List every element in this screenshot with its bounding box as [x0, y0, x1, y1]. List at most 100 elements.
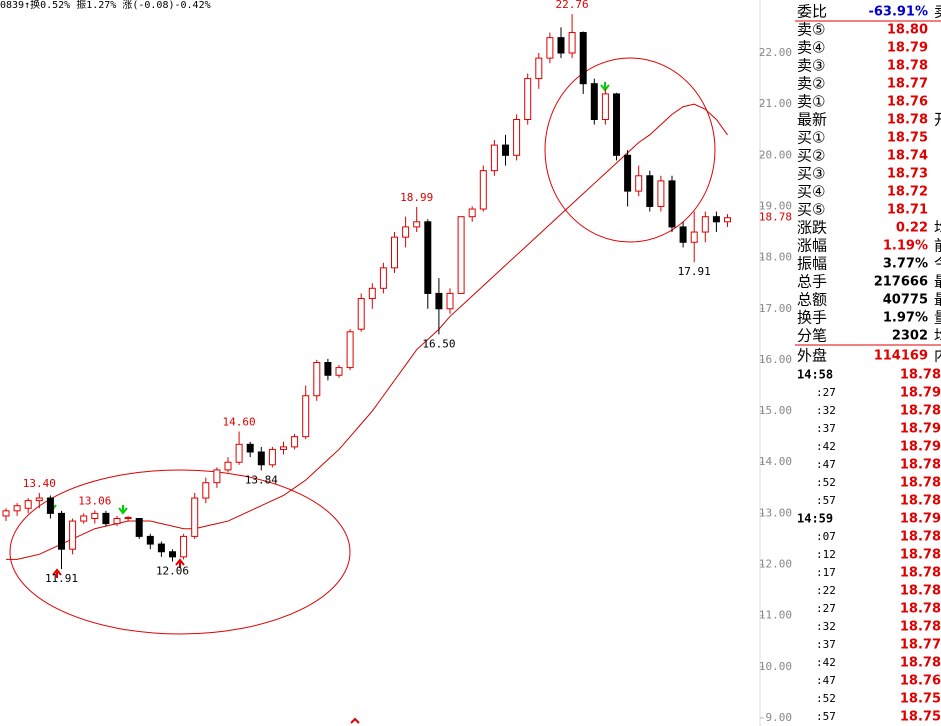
candle-body — [513, 119, 521, 156]
candle-body — [313, 361, 321, 397]
candle-body — [224, 461, 232, 471]
candle-body — [124, 516, 132, 520]
price-annotation: 13.84 — [245, 473, 278, 486]
trade-time: :17 — [816, 566, 836, 579]
price-annotation: 22.76 — [556, 0, 589, 11]
trade-time: 14:58 — [797, 368, 833, 382]
candle-body — [601, 93, 609, 121]
quote-tail: 内 — [934, 347, 941, 365]
candle-body — [80, 515, 88, 522]
quote-value: 18.80 — [887, 23, 928, 38]
quote-value: 18.75 — [887, 131, 928, 146]
trade-time: :32 — [816, 620, 836, 633]
y-tick-label: 17.00 — [759, 302, 792, 315]
arrow-down — [118, 505, 128, 515]
quote-label: 总手 — [797, 273, 827, 291]
trade-time: :52 — [816, 692, 836, 705]
quote-tail: 量 — [934, 309, 941, 327]
candle-body — [146, 535, 154, 545]
candle-body — [535, 57, 543, 80]
y-tick-label: 19.00 — [759, 199, 792, 212]
quote-value: -63.91% — [868, 5, 928, 20]
y-tick-label: 14.00 — [759, 455, 792, 468]
quote-label: 买⑤ — [797, 201, 825, 219]
candle-body — [35, 497, 43, 502]
circle — [544, 57, 716, 243]
candle-body — [113, 518, 121, 525]
quote-tail: 均 — [934, 327, 941, 345]
trade-time: :52 — [816, 476, 836, 489]
quote-value: 18.77 — [887, 77, 928, 92]
price-annotation: 13.06 — [78, 494, 111, 507]
arrow-up — [52, 568, 62, 578]
trade-time: :42 — [816, 440, 836, 453]
trade-time: :57 — [816, 494, 836, 507]
quote-value: 3.77% — [883, 257, 928, 272]
candle-body — [13, 505, 21, 512]
trade-time: :07 — [816, 530, 836, 543]
quote-value: 217666 — [874, 275, 928, 290]
quote-tail: 前 — [934, 237, 941, 255]
trade-price: 18.78 — [900, 494, 941, 509]
y-tick-label: 10.00 — [759, 660, 792, 673]
candle-body — [58, 512, 65, 550]
trade-price: 18.78 — [900, 620, 941, 635]
candle-body — [502, 144, 509, 156]
trade-time: :57 — [816, 710, 836, 723]
candle-body — [701, 216, 709, 233]
candle-body — [524, 78, 532, 120]
candle-body — [457, 216, 465, 294]
trade-time: :12 — [816, 548, 836, 561]
quote-label: 买④ — [797, 183, 825, 201]
trade-price: 18.78 — [900, 368, 941, 383]
trade-price: 18.79 — [900, 440, 941, 455]
trade-price: 18.78 — [900, 530, 941, 545]
trade-price: 18.75 — [900, 710, 941, 725]
candle-body — [235, 443, 243, 463]
candle-body — [690, 231, 698, 243]
candle-body — [557, 37, 565, 54]
candle-body — [157, 543, 165, 553]
quote-tail: 最 — [934, 273, 941, 291]
y-tick-label: 12.00 — [759, 558, 792, 571]
quote-tail: 开 — [934, 111, 941, 129]
candle-body — [435, 292, 443, 310]
ma-line — [6, 103, 728, 560]
candle-body — [102, 512, 110, 525]
candle-body — [668, 180, 676, 228]
candle-body — [368, 287, 376, 300]
candle-body — [712, 216, 720, 223]
candle-body — [490, 144, 498, 172]
quote-value: 18.71 — [887, 203, 928, 218]
quote-label: 分笔 — [797, 327, 827, 345]
quote-label: 卖② — [797, 75, 825, 93]
candle-body — [446, 292, 454, 310]
candle-body — [91, 512, 99, 520]
trade-price: 18.75 — [900, 692, 941, 707]
price-annotation: 11.91 — [45, 572, 78, 585]
quote-label: 买③ — [797, 165, 825, 183]
quote-label: 卖④ — [797, 39, 825, 57]
candle-body — [46, 497, 54, 514]
candle-body — [413, 221, 421, 228]
candle-body — [324, 361, 332, 376]
candle-body — [24, 500, 32, 509]
trade-price: 18.78 — [900, 656, 941, 671]
candle-body — [291, 436, 299, 448]
trade-price: 18.78 — [900, 584, 941, 599]
candle-body — [280, 446, 287, 450]
candle-body — [257, 451, 265, 466]
trade-time: :47 — [816, 674, 836, 687]
trade-time: :32 — [816, 404, 836, 417]
candle-body — [613, 93, 620, 156]
trade-price: 18.76 — [900, 674, 941, 689]
y-tick-label: 22.00 — [759, 46, 792, 59]
trade-price: 18.79 — [900, 422, 941, 437]
trade-time: :27 — [816, 602, 836, 615]
candle-body — [468, 208, 476, 218]
candle-body — [213, 469, 221, 484]
trade-time: :37 — [816, 638, 836, 651]
arrow-up — [350, 717, 360, 724]
y-tick-label: 13.00 — [759, 506, 792, 519]
